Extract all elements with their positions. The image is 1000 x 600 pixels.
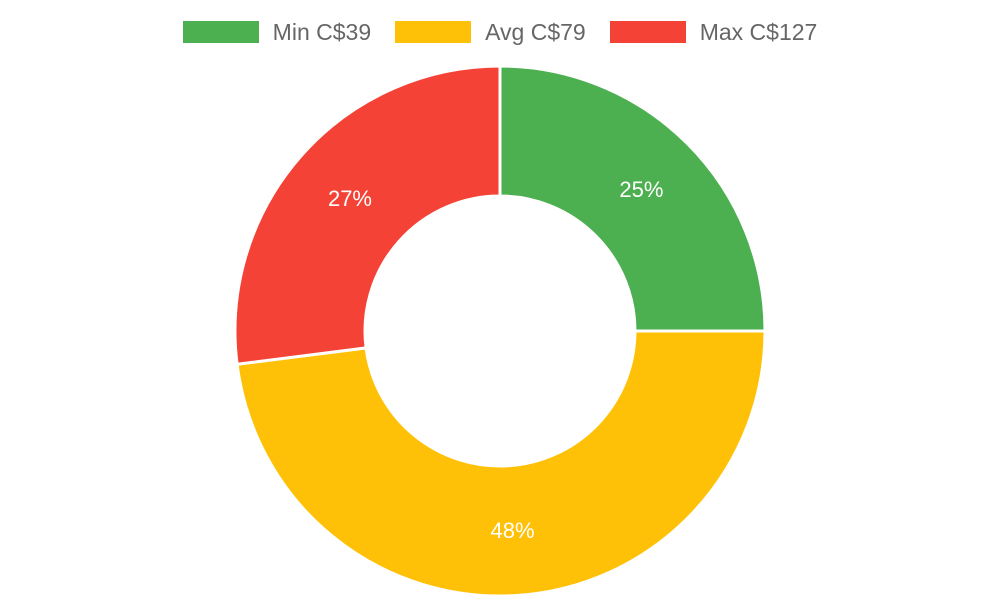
slice-label-min: 25% <box>619 177 663 202</box>
legend-item-max[interactable]: Max C$127 <box>609 18 818 46</box>
slice-min[interactable] <box>498 64 767 333</box>
legend-swatch-min <box>182 21 259 43</box>
legend-swatch-avg <box>395 21 472 43</box>
slice-label-avg: 48% <box>491 518 535 543</box>
legend-label-max: Max C$127 <box>699 18 818 45</box>
legend: Min C$39 Avg C$79 Max C$127 <box>0 17 1000 47</box>
legend-label-min: Min C$39 <box>272 18 372 45</box>
legend-item-avg[interactable]: Avg C$79 <box>395 19 586 46</box>
slice-avg[interactable] <box>235 329 767 598</box>
slice-max[interactable] <box>233 64 502 366</box>
legend-item-min[interactable]: Min C$39 <box>182 18 372 46</box>
legend-label-avg: Avg C$79 <box>485 18 586 45</box>
slice-label-max: 27% <box>328 186 372 211</box>
legend-swatch-max <box>609 21 686 43</box>
